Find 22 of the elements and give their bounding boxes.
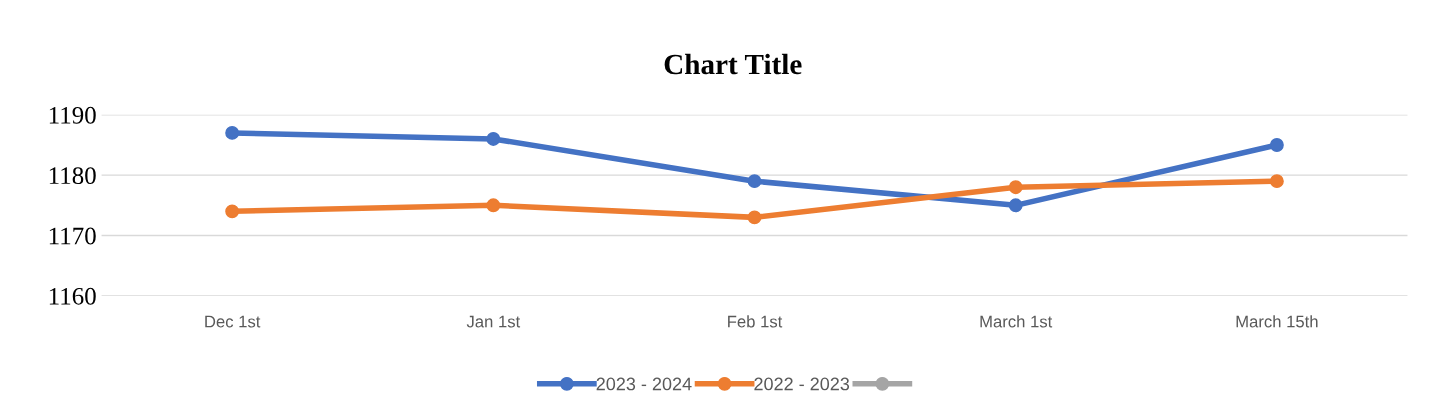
x-tick-label: March 1st	[980, 315, 1053, 328]
y-tick-label: 1180	[49, 167, 96, 185]
point	[1269, 138, 1284, 152]
y-tick-label: 1160	[49, 287, 96, 305]
point	[747, 210, 762, 225]
legend-label: 2022 - 2023	[754, 377, 850, 391]
legend-label: 2023 - 2024	[596, 377, 692, 391]
point	[1008, 198, 1023, 213]
point	[1008, 180, 1023, 195]
chart-title: Chart Title	[664, 53, 802, 75]
point	[225, 125, 240, 140]
point	[486, 198, 501, 213]
point	[486, 131, 501, 146]
x-tick-label: Feb 1st	[728, 315, 783, 328]
x-tick-label: Jan 1st	[466, 315, 521, 328]
point	[225, 204, 240, 219]
y-tick-label: 1190	[49, 106, 96, 124]
point	[1269, 174, 1284, 189]
x-tick-label: Dec 1st	[205, 315, 261, 328]
point	[747, 174, 762, 189]
x-tick-label: March 15th	[1236, 315, 1318, 328]
y-tick-label: 1170	[49, 227, 96, 245]
